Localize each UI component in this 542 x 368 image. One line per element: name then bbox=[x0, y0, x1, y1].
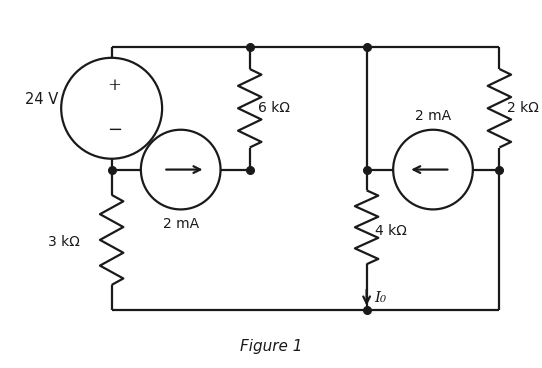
Text: I₀: I₀ bbox=[375, 291, 386, 305]
Text: 6 kΩ: 6 kΩ bbox=[258, 101, 290, 115]
Text: +: + bbox=[107, 77, 121, 94]
Text: 3 kΩ: 3 kΩ bbox=[48, 235, 80, 249]
Text: Figure 1: Figure 1 bbox=[240, 339, 302, 354]
Text: 2 mA: 2 mA bbox=[163, 217, 199, 231]
Text: 4 kΩ: 4 kΩ bbox=[375, 224, 406, 238]
Text: 2 kΩ: 2 kΩ bbox=[507, 101, 539, 115]
Text: 2 mA: 2 mA bbox=[415, 109, 451, 123]
Text: 24 V: 24 V bbox=[25, 92, 59, 107]
Text: −: − bbox=[107, 120, 122, 138]
